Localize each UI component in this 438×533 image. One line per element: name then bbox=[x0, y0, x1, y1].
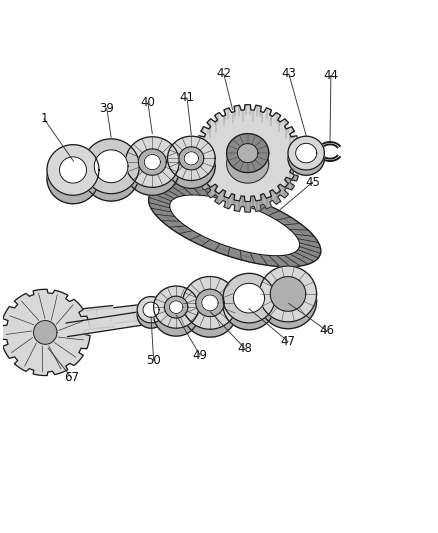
Polygon shape bbox=[226, 144, 268, 183]
Text: 43: 43 bbox=[281, 68, 296, 80]
Polygon shape bbox=[94, 150, 128, 183]
Polygon shape bbox=[83, 139, 139, 193]
Polygon shape bbox=[179, 147, 203, 170]
Polygon shape bbox=[287, 136, 324, 170]
Text: 47: 47 bbox=[280, 335, 295, 348]
Text: 44: 44 bbox=[323, 69, 338, 82]
Text: 50: 50 bbox=[146, 354, 161, 367]
Text: 39: 39 bbox=[99, 102, 114, 115]
Polygon shape bbox=[237, 143, 258, 163]
Polygon shape bbox=[148, 184, 320, 267]
Polygon shape bbox=[182, 285, 237, 337]
Polygon shape bbox=[33, 320, 57, 344]
Polygon shape bbox=[195, 289, 224, 317]
Text: 48: 48 bbox=[237, 342, 251, 355]
Polygon shape bbox=[83, 146, 139, 201]
Polygon shape bbox=[164, 296, 187, 318]
Polygon shape bbox=[0, 289, 90, 376]
Polygon shape bbox=[143, 302, 159, 317]
Text: 42: 42 bbox=[216, 68, 231, 80]
Polygon shape bbox=[125, 144, 179, 195]
Polygon shape bbox=[270, 277, 305, 311]
Polygon shape bbox=[169, 301, 183, 313]
Polygon shape bbox=[47, 305, 114, 334]
Polygon shape bbox=[47, 153, 99, 204]
Polygon shape bbox=[167, 136, 215, 181]
Text: 41: 41 bbox=[179, 91, 194, 104]
Text: 1: 1 bbox=[40, 112, 48, 125]
Polygon shape bbox=[137, 302, 165, 328]
Polygon shape bbox=[153, 286, 198, 328]
Polygon shape bbox=[59, 157, 86, 183]
Polygon shape bbox=[167, 144, 215, 189]
Polygon shape bbox=[125, 137, 179, 188]
Polygon shape bbox=[226, 134, 268, 173]
Polygon shape bbox=[184, 152, 198, 165]
Polygon shape bbox=[153, 294, 198, 336]
Polygon shape bbox=[86, 289, 278, 327]
Polygon shape bbox=[137, 296, 165, 323]
Polygon shape bbox=[223, 273, 274, 323]
Polygon shape bbox=[259, 273, 316, 329]
Polygon shape bbox=[233, 283, 264, 313]
Polygon shape bbox=[66, 287, 300, 337]
Text: 67: 67 bbox=[64, 371, 78, 384]
Polygon shape bbox=[182, 277, 237, 329]
Polygon shape bbox=[223, 280, 274, 330]
Polygon shape bbox=[287, 141, 324, 175]
Polygon shape bbox=[195, 115, 299, 212]
Polygon shape bbox=[144, 155, 160, 169]
Polygon shape bbox=[259, 266, 316, 322]
Text: 49: 49 bbox=[192, 349, 207, 361]
Polygon shape bbox=[295, 143, 316, 163]
Polygon shape bbox=[195, 104, 299, 201]
Text: 40: 40 bbox=[140, 96, 155, 109]
Polygon shape bbox=[47, 144, 99, 195]
Text: 46: 46 bbox=[319, 325, 334, 337]
Text: 45: 45 bbox=[304, 175, 319, 189]
Polygon shape bbox=[201, 295, 218, 311]
Polygon shape bbox=[59, 165, 86, 191]
Polygon shape bbox=[138, 149, 166, 175]
Polygon shape bbox=[169, 195, 299, 256]
